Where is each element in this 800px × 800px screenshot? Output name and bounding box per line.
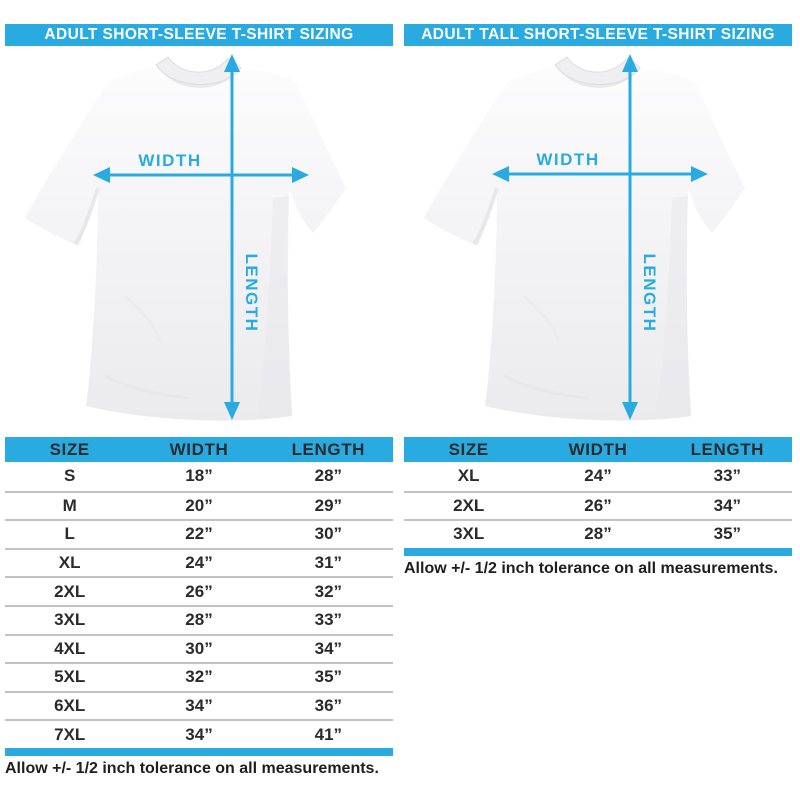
panel-adult-sizing: ADULT SHORT-SLEEVE T-SHIRT SIZING — [5, 0, 393, 800]
tshirt-image: WIDTH LENGTH — [424, 54, 745, 421]
cell-length: 31” — [314, 553, 343, 573]
cell-length: 41” — [314, 724, 343, 744]
tshirt-image: WIDTH LENGTH — [25, 54, 346, 421]
table-row: 3XL 28” 35” — [404, 519, 792, 548]
tshirt-measurement-diagram: WIDTH LENGTH — [404, 46, 792, 436]
cell-length: 33” — [713, 466, 742, 486]
table-row: 3XL 28” 33” — [5, 604, 393, 634]
width-arrow — [93, 167, 309, 183]
table-header-row: SIZE WIDTH LENGTH — [404, 437, 792, 462]
cell-length: 32” — [314, 581, 343, 601]
cell-size: XL — [457, 466, 480, 486]
col-length: LENGTH — [690, 439, 765, 459]
cell-length: 28” — [314, 466, 343, 486]
width-arrow — [492, 166, 708, 182]
cell-length: 35” — [713, 524, 742, 544]
tolerance-note: Allow +/- 1/2 inch tolerance on all meas… — [404, 560, 778, 577]
table-row: S 18” 28” — [5, 462, 393, 491]
table-row: 2XL 26” 34” — [404, 490, 792, 520]
cell-size: 2XL — [54, 581, 86, 601]
cell-width: 18” — [185, 466, 213, 486]
cell-size: S — [63, 466, 76, 486]
width-label: WIDTH — [138, 151, 201, 170]
cell-width: 30” — [185, 638, 213, 658]
table-header-row: SIZE WIDTH LENGTH — [5, 437, 393, 462]
tshirt-silhouette — [25, 66, 346, 421]
cell-size: 3XL — [54, 610, 86, 630]
cell-width: 34” — [185, 724, 213, 744]
table-row: 6XL 34” 36” — [5, 690, 393, 720]
cell-size: 4XL — [54, 638, 86, 658]
tshirt-measurement-diagram: WIDTH LENGTH — [5, 46, 393, 436]
cell-length: 36” — [314, 696, 343, 716]
col-size: SIZE — [448, 439, 489, 459]
cell-length: 30” — [314, 524, 343, 544]
cell-length: 34” — [713, 495, 742, 515]
cell-width: 22” — [185, 524, 213, 544]
table-row: XL 24” 33” — [404, 462, 792, 491]
size-table-body: XL 24” 33” 2XL 26” 34” 3XL 28” 35” — [404, 462, 792, 548]
table-row: 4XL 30” 34” — [5, 633, 393, 663]
cell-size: 7XL — [54, 724, 86, 744]
table-row: 5XL 32” 35” — [5, 662, 393, 691]
length-label: LENGTH — [242, 254, 261, 333]
table-row: XL 24” 31” — [5, 547, 393, 577]
cell-size: 3XL — [453, 524, 485, 544]
cell-width: 20” — [185, 495, 213, 515]
cell-width: 32” — [185, 667, 213, 687]
col-length: LENGTH — [291, 439, 366, 459]
collar — [554, 56, 641, 85]
cell-width: 24” — [185, 553, 213, 573]
table-row: L 22” 30” — [5, 519, 393, 548]
cell-length: 34” — [314, 638, 343, 658]
cell-size: L — [64, 524, 75, 544]
panel-title: ADULT TALL SHORT-SLEEVE T-SHIRT SIZING — [404, 24, 792, 46]
cell-length: 33” — [314, 610, 343, 630]
cell-size: XL — [58, 553, 81, 573]
cell-size: 6XL — [54, 696, 86, 716]
cell-width: 28” — [185, 610, 213, 630]
table-row: 7XL 34” 41” — [5, 719, 393, 748]
length-arrow — [622, 54, 638, 420]
cell-size: 5XL — [54, 667, 86, 687]
table-row: 2XL 26” 32” — [5, 576, 393, 605]
cell-size: 2XL — [453, 495, 485, 515]
panel-title: ADULT SHORT-SLEEVE T-SHIRT SIZING — [5, 24, 393, 46]
cell-width: 24” — [584, 466, 612, 486]
table-bottom-bar — [5, 748, 393, 756]
size-table-body: S 18” 28” M 20” 29” L 22” 30” XL 24” 31” 2XL 26” 32” 3X… — [5, 462, 393, 748]
width-label: WIDTH — [536, 150, 599, 169]
tolerance-note: Allow +/- 1/2 inch tolerance on all meas… — [5, 760, 379, 777]
tshirt-silhouette — [424, 66, 745, 421]
cell-width: 26” — [185, 581, 213, 601]
table-row: M 20” 29” — [5, 490, 393, 520]
cell-size: M — [62, 495, 77, 515]
length-label: LENGTH — [640, 254, 659, 333]
col-size: SIZE — [49, 439, 90, 459]
length-arrow — [224, 54, 240, 420]
col-width: WIDTH — [169, 439, 229, 459]
cell-length: 29” — [314, 495, 343, 515]
cell-length: 35” — [314, 667, 343, 687]
table-bottom-bar — [404, 548, 792, 556]
col-width: WIDTH — [568, 439, 628, 459]
cell-width: 28” — [584, 524, 612, 544]
panel-adult-tall-sizing: ADULT TALL SHORT-SLEEVE T-SHIRT SIZING — [404, 0, 792, 800]
cell-width: 34” — [185, 696, 213, 716]
cell-width: 26” — [584, 495, 612, 515]
